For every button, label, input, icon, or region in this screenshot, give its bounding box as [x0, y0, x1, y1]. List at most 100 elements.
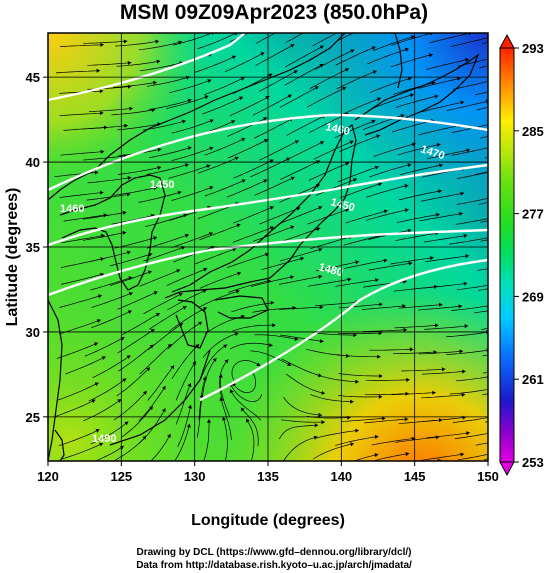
streamline	[418, 77, 461, 89]
streamline	[59, 112, 104, 117]
streamline	[84, 336, 125, 357]
streamline-arrowhead	[320, 141, 324, 145]
streamline-arrowhead	[314, 423, 319, 428]
streamline	[285, 45, 324, 68]
streamline	[339, 134, 381, 153]
streamline	[478, 202, 488, 205]
streamline	[121, 405, 153, 438]
streamline	[361, 305, 406, 310]
streamline	[91, 292, 133, 308]
streamline-arrowhead	[517, 280, 521, 284]
streamline-arrowhead	[463, 233, 468, 238]
streamline-arrowhead	[178, 293, 183, 297]
streamline	[147, 365, 175, 401]
streamline	[250, 350, 292, 367]
streamline	[202, 332, 239, 358]
streamline-arrowhead	[203, 267, 208, 272]
credit-drawing: Drawing by DCL (https://www.gfd–dennou.o…	[136, 547, 412, 558]
streamline	[285, 33, 304, 43]
streamline-arrowhead	[465, 254, 469, 259]
streamline	[336, 354, 381, 358]
streamline	[86, 193, 131, 201]
streamline-arrowhead	[231, 120, 236, 124]
streamline-arrowhead	[209, 119, 214, 123]
streamline-arrowhead	[100, 149, 105, 154]
streamline	[54, 171, 99, 178]
height-contours	[48, 33, 488, 402]
sakhalin-coastline	[394, 33, 403, 89]
streamline-arrowhead	[94, 170, 99, 175]
streamline	[117, 166, 162, 175]
streamline-arrowhead	[153, 186, 158, 191]
streamline	[445, 331, 488, 338]
streamline-arrowhead	[409, 347, 414, 352]
streamline-arrowhead	[202, 307, 207, 311]
credit-data: Data from http://database.rish.kyoto–u.a…	[136, 560, 412, 571]
streamline	[82, 231, 127, 241]
streamline	[315, 374, 359, 383]
streamline	[200, 344, 228, 379]
streamline	[139, 61, 184, 72]
streamline-arrowhead	[457, 76, 461, 81]
streamline	[204, 137, 246, 156]
streamline-arrowhead	[161, 408, 166, 413]
streamline-arrowhead	[222, 416, 226, 421]
streamline-arrowhead	[515, 434, 519, 438]
streamline	[371, 93, 414, 109]
x-tick-label: 120	[37, 469, 59, 484]
streamline	[61, 442, 104, 460]
streamline	[91, 310, 132, 329]
streamline-arrowhead	[490, 35, 494, 39]
streamline-arrowhead	[142, 391, 147, 395]
streamline-arrowhead	[230, 389, 234, 394]
streamline-arrowhead	[240, 407, 245, 412]
streamline	[450, 389, 488, 395]
streamline	[420, 453, 465, 461]
streamline-arrowhead	[438, 302, 443, 307]
streamline-arrowhead	[157, 147, 162, 152]
streamline-arrowhead	[177, 190, 182, 195]
streamline-arrowhead	[202, 376, 207, 381]
streamline	[456, 198, 488, 205]
contour-label: 1460	[324, 121, 350, 138]
streamline-arrowhead	[127, 60, 132, 65]
streamline-arrowhead	[496, 195, 500, 199]
streamline	[306, 86, 347, 108]
streamline	[335, 279, 379, 287]
streamline	[452, 80, 488, 90]
streamline-arrowhead	[155, 39, 159, 44]
streamline-arrowhead	[95, 429, 100, 433]
streamline	[336, 70, 377, 90]
streamline-arrowhead	[374, 434, 379, 439]
streamline	[196, 393, 203, 438]
streamline-arrowhead	[207, 79, 212, 83]
streamline	[83, 125, 128, 130]
streamline-arrowhead	[434, 94, 439, 99]
streamline-arrowhead	[524, 410, 528, 414]
streamline	[227, 139, 268, 159]
streamline-arrowhead	[406, 377, 410, 382]
streamline	[353, 453, 379, 461]
streamline-arrowhead	[212, 358, 217, 362]
streamline	[87, 62, 132, 66]
streamline-arrowhead	[209, 186, 214, 190]
streamline-arrowhead	[126, 250, 131, 255]
streamline-arrowhead	[206, 419, 212, 423]
streamline-arrowhead	[319, 339, 324, 344]
streamline-arrowhead	[256, 362, 261, 366]
streamline	[278, 424, 319, 440]
streamline	[365, 379, 410, 381]
streamline	[371, 438, 416, 446]
streamline	[201, 357, 217, 399]
streamline-arrowhead	[522, 447, 526, 451]
streamline-arrowhead	[374, 165, 379, 170]
streamline-arrowhead	[496, 373, 500, 377]
streamline-arrowhead	[293, 70, 298, 74]
streamline	[197, 33, 238, 50]
streamline	[456, 284, 488, 291]
streamline	[310, 394, 354, 403]
streamline	[112, 435, 147, 461]
streamline	[116, 367, 151, 397]
streamline	[395, 436, 440, 443]
